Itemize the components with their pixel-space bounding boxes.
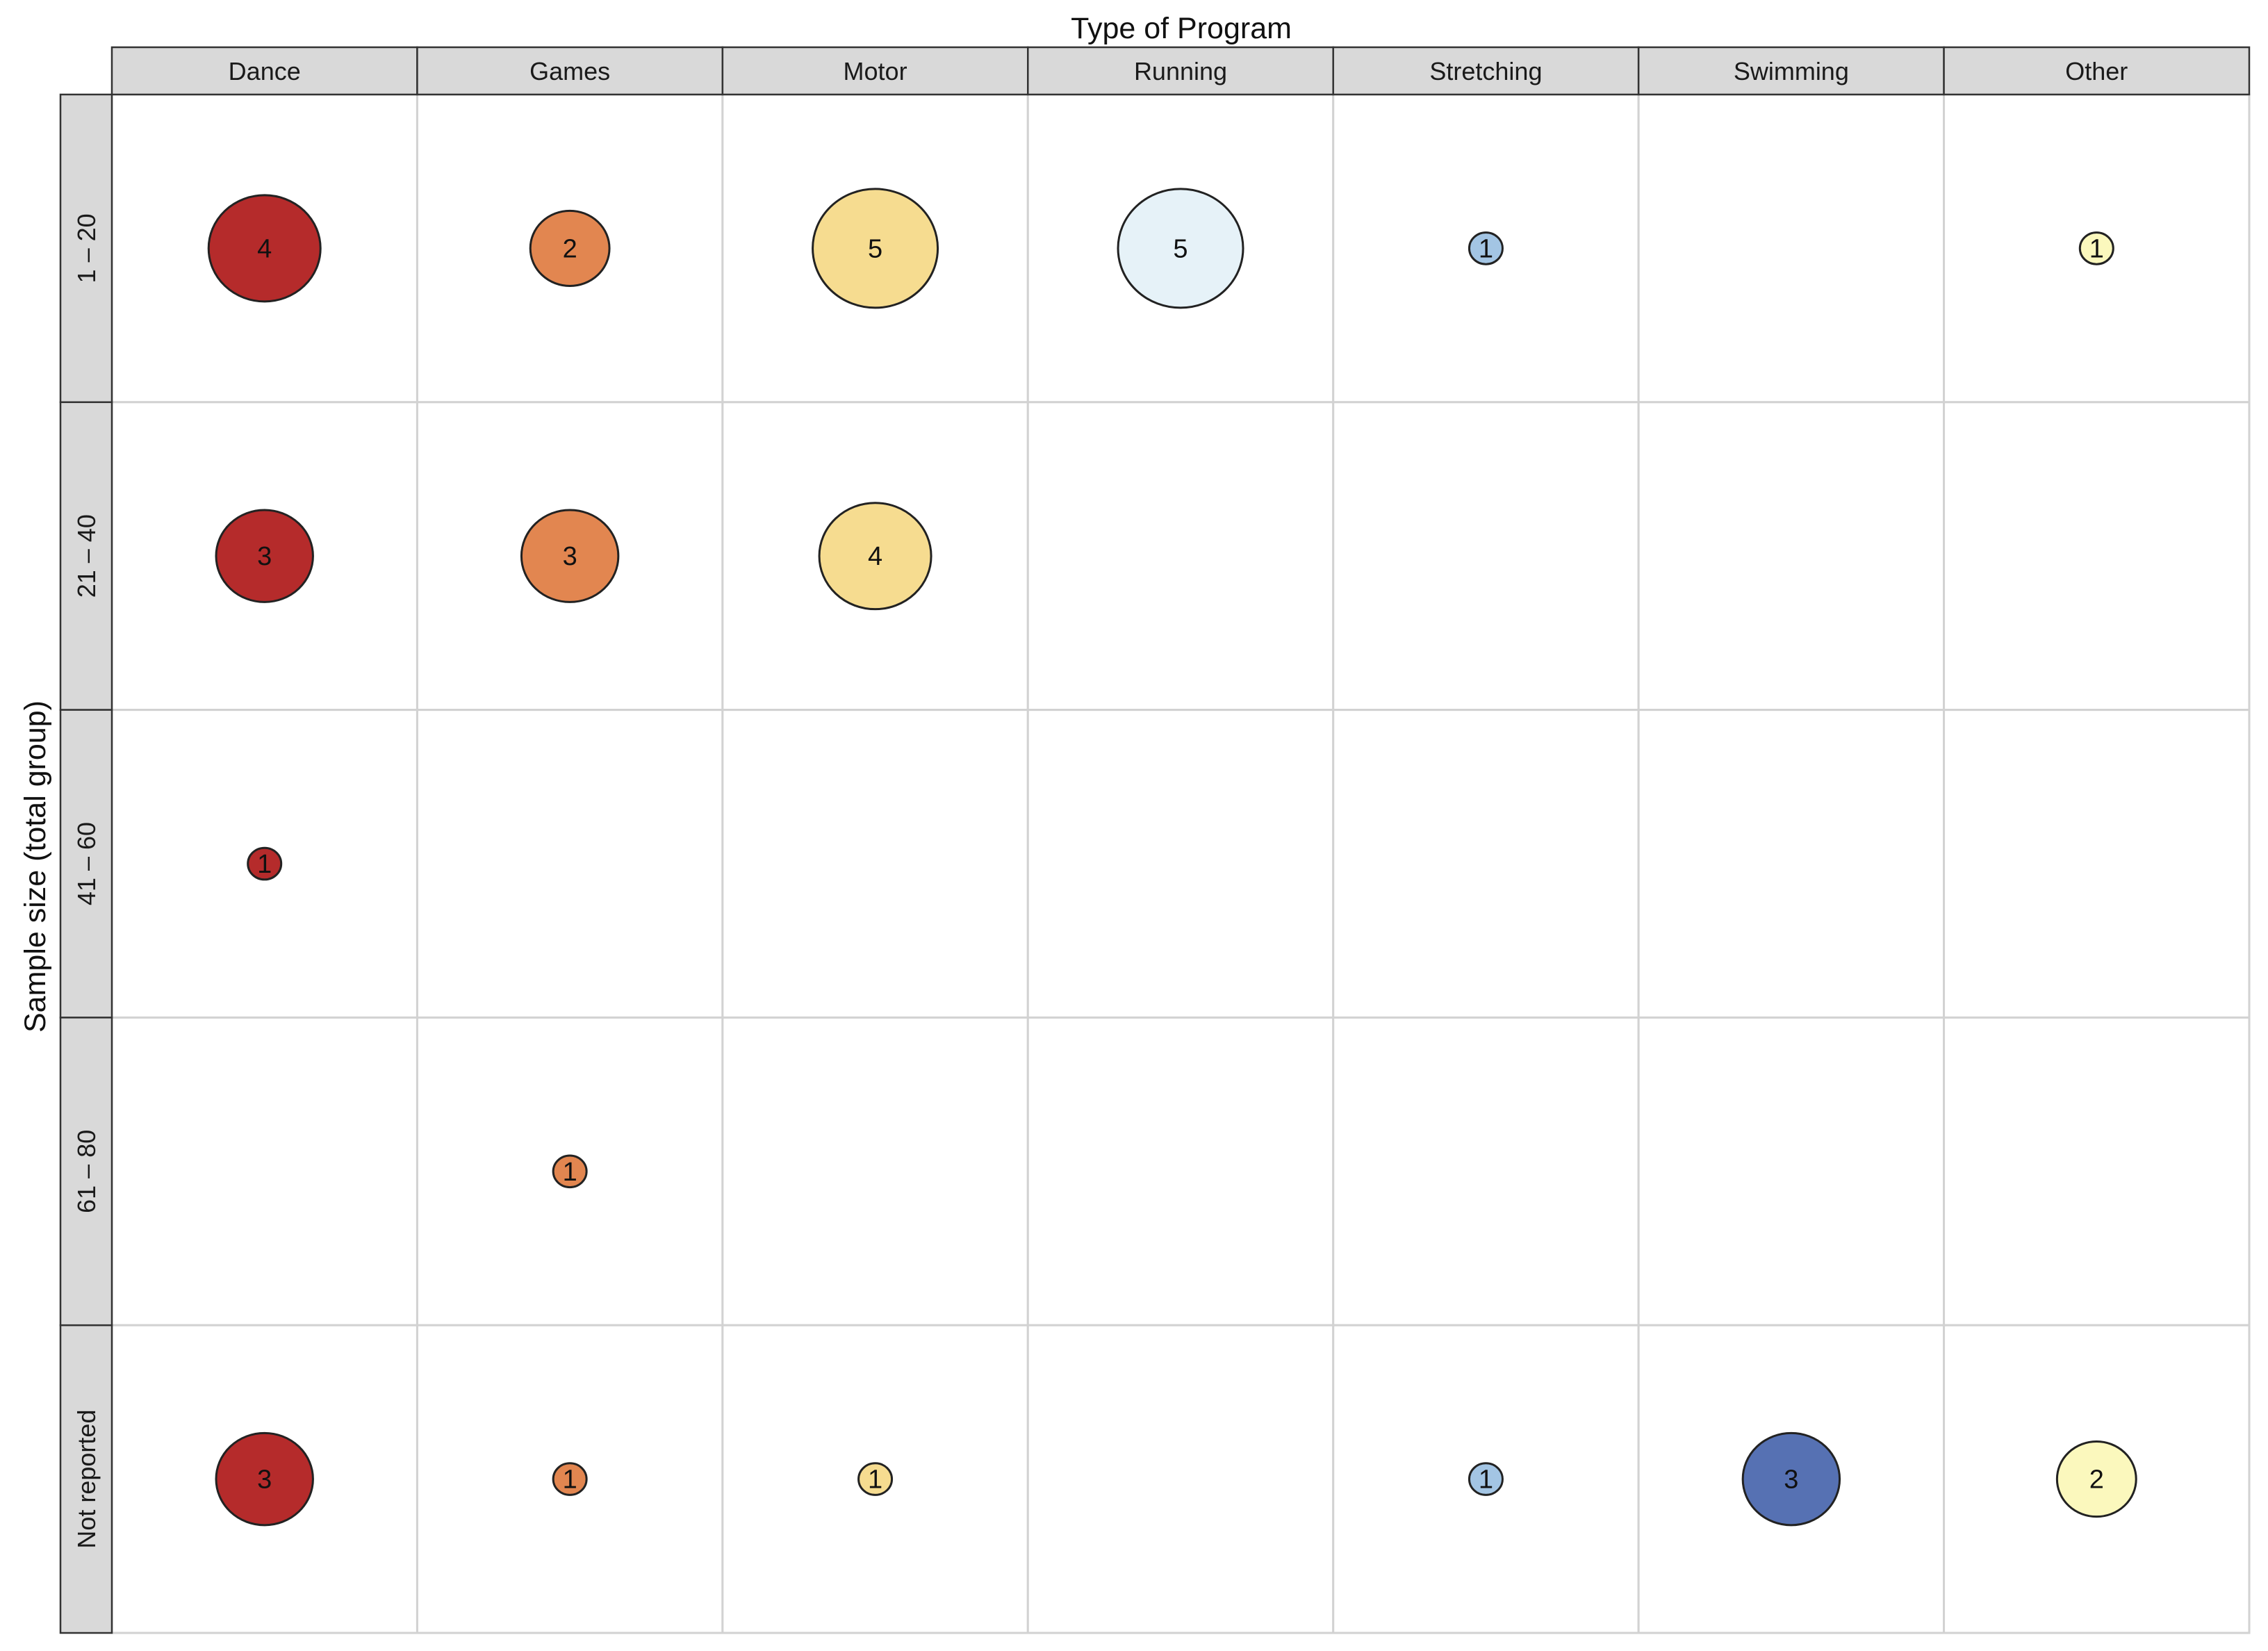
facet-strips: Dance Games Motor Running Stretching Swimming…: [59, 46, 2251, 1634]
column-strip-running: [1027, 46, 1334, 96]
column-label-stretching: Stretching: [1429, 57, 1542, 85]
panel-cell-41-60-running: [1026, 709, 1335, 1019]
bubble-1-20-games: [529, 209, 611, 287]
bubble-label-21-40-dance: 3: [257, 542, 272, 571]
y-axis-title: Sample size (total group): [19, 700, 52, 1033]
panel-cell-61-80-running: [1026, 1016, 1335, 1326]
bubble-label-1-20-dance: 4: [257, 234, 272, 263]
row-label-61-80: 61 – 80: [72, 1130, 101, 1213]
bubble-not-reported-stretching: [1468, 1462, 1504, 1496]
bubble-label-1-20-other: 1: [2089, 234, 2104, 263]
bubble-41-60-dance: [247, 846, 283, 881]
panel-cell-61-80-motor: [721, 1016, 1029, 1326]
panel-cell-41-60-motor: [721, 709, 1029, 1019]
panel-cell-61-80-other: [1943, 1016, 2251, 1326]
column-strip-other: [1943, 46, 2251, 96]
panel-cell-41-60-swimming: [1637, 709, 1946, 1019]
column-label-dance: Dance: [229, 57, 301, 85]
panel-cell-61-80-swimming: [1637, 1016, 1946, 1326]
column-label-motor: Motor: [844, 57, 907, 85]
bubble-label-1-20-running: 5: [1173, 234, 1188, 263]
bubble-61-80-games: [552, 1154, 588, 1189]
bubble-label-1-20-stretching: 1: [1479, 234, 1493, 263]
bubble-not-reported-swimming: [1741, 1431, 1841, 1527]
panel-cell-not-reported-running: [1026, 1324, 1335, 1634]
bubble-1-20-dance: [207, 194, 322, 303]
row-strip-61-80: [59, 1017, 113, 1326]
panel-cell-21-40-swimming: [1637, 401, 1946, 712]
panel-cell-21-40-other: [1943, 401, 2251, 712]
row-strip-not-reported: [59, 1324, 113, 1634]
bubble-label-not-reported-swimming: 3: [1784, 1465, 1798, 1495]
panel-cell-21-40-stretching: [1332, 401, 1640, 712]
bubble-1-20-motor: [812, 188, 939, 309]
bubble-21-40-dance: [215, 509, 314, 603]
bubble-not-reported-dance: [215, 1431, 314, 1527]
row-label-21-40: 21 – 40: [72, 514, 101, 598]
column-label-swimming: Swimming: [1734, 57, 1849, 85]
panel-cell-41-60-other: [1943, 709, 2251, 1019]
row-strip-21-40: [59, 401, 113, 711]
row-label-41-60: 41 – 60: [72, 822, 101, 905]
panel-cell-1-20-swimming: [1637, 93, 1946, 404]
bubble-1-20-stretching: [1468, 231, 1504, 265]
bubble-1-20-other: [2078, 231, 2114, 265]
column-strip-stretching: [1332, 46, 1640, 96]
panel-cell-61-80-dance: [110, 1016, 418, 1326]
bubble-label-41-60-dance: 1: [257, 850, 272, 879]
bubble-21-40-games: [520, 509, 620, 603]
bubble-label-not-reported-dance: 3: [257, 1465, 272, 1495]
column-strip-swimming: [1637, 46, 1945, 96]
bubble-label-1-20-games: 2: [563, 234, 577, 263]
bubble-not-reported-other: [2055, 1440, 2137, 1518]
x-axis-title: Type of Program: [1071, 12, 1292, 45]
bubble-21-40-motor: [818, 502, 932, 611]
row-label-1-20: 1 – 20: [72, 213, 101, 283]
panel-grid: [110, 93, 2251, 1634]
panel-cell-61-80-stretching: [1332, 1016, 1640, 1326]
bubble-not-reported-games: [552, 1462, 588, 1496]
bubble-label-not-reported-other: 2: [2089, 1465, 2104, 1495]
bubble-label-1-20-motor: 5: [868, 234, 882, 263]
row-label-not-reported: Not reported: [72, 1410, 101, 1549]
bubble-label-not-reported-stretching: 1: [1479, 1465, 1493, 1495]
column-label-other: Other: [2065, 57, 2128, 85]
bubble-1-20-running: [1117, 188, 1244, 309]
panel-cell-21-40-running: [1026, 401, 1335, 712]
bubble-label-21-40-games: 3: [563, 542, 577, 571]
bubble-layer: 4 2 5 5 1 1 3 3 4 1 1 3 1 1 1 3 2: [207, 188, 2137, 1527]
bubble-label-61-80-games: 1: [563, 1158, 577, 1187]
column-strip-dance: [110, 46, 418, 96]
column-label-running: Running: [1134, 57, 1227, 85]
bubble-not-reported-motor: [857, 1462, 894, 1496]
column-label-games: Games: [529, 57, 610, 85]
column-strip-games: [416, 46, 724, 96]
panel-cell-41-60-stretching: [1332, 709, 1640, 1019]
bubble-label-not-reported-motor: 1: [868, 1465, 882, 1495]
bubble-label-not-reported-games: 1: [563, 1465, 577, 1495]
row-strip-41-60: [59, 709, 113, 1019]
panel-cell-not-reported-motor: [721, 1324, 1029, 1634]
bubble-label-21-40-motor: 4: [868, 542, 882, 571]
panel-cell-41-60-games: [416, 709, 724, 1019]
